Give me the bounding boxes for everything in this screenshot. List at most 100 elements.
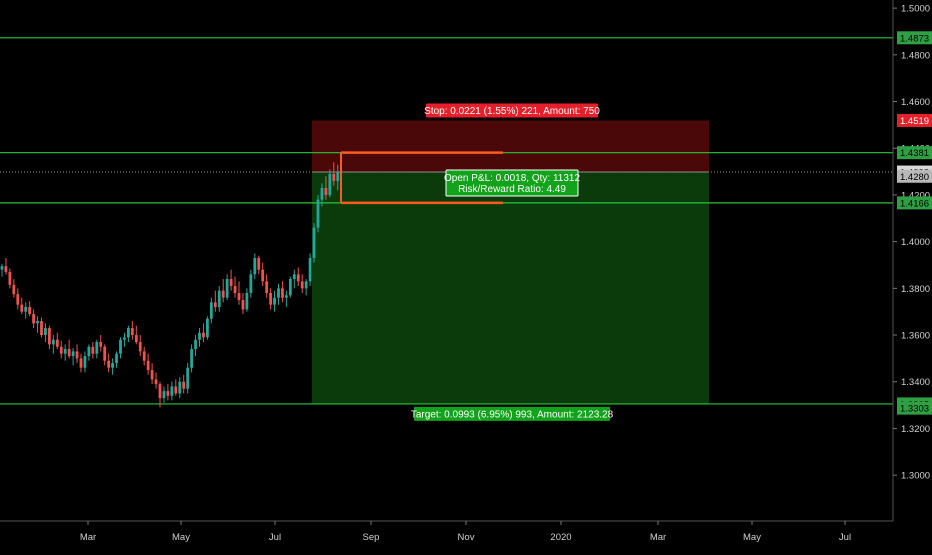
candle-body [99,342,103,347]
candle-body [24,307,28,312]
candle-body [28,307,32,315]
candle-body [336,172,340,181]
price-axis-label: 1.5000 [901,4,930,15]
candle-body [225,279,229,298]
candle-body [281,288,284,298]
target-label-text: Target: 0.0993 (6.95%) 993, Amount: 2123… [411,409,614,420]
candle-body [162,391,166,399]
price-axis-label: 1.3200 [901,424,930,435]
candle-body [257,257,261,270]
candle-body [186,367,190,389]
candle-body [119,339,122,354]
candle-body [245,293,249,310]
candle-body [111,363,114,368]
candle-body [130,328,134,336]
candle-body [249,274,253,294]
candle-body [296,274,300,282]
price-tag-label: 1.4166 [900,198,929,209]
pnl-label-text: Open P&L: 0.0018, Qty: 11312 [444,173,580,184]
candle-body [87,346,91,357]
candle-body [142,351,146,361]
price-tag [897,113,932,127]
candle-body [332,173,336,181]
candle-body [115,353,118,364]
candle-body [59,346,63,354]
candle-body [146,360,150,371]
time-axis-label: Jul [839,532,851,543]
candle-body [12,284,16,295]
price-axis-label: 1.4600 [901,97,930,108]
risk-reward-text: Risk/Reward Ratio: 4.49 [458,184,566,195]
candle-body [229,279,233,287]
candle-body [308,257,312,282]
candle-body [95,342,99,354]
candle-body [285,295,288,298]
candle-body [71,351,75,357]
candle-body [194,339,197,350]
candle-body [4,266,8,272]
candle-body [174,386,178,394]
candle-body [328,173,332,195]
price-axis-label: 1.3800 [901,284,930,295]
candle-body [40,321,43,336]
candle-body [202,332,205,338]
candle-body [55,339,59,347]
candle-body [269,293,272,305]
price-axis-label: 1.4200 [901,190,930,201]
candle-body [320,187,324,200]
candle-body [79,358,83,368]
candle-body [213,302,217,308]
candle-body [233,286,237,294]
candle-body [206,318,209,338]
time-axis-label: Nov [458,532,475,543]
candle-body [170,386,174,396]
price-tag [897,401,932,415]
price-axis-label: 1.3000 [901,471,930,482]
candle-body [178,381,182,394]
candle-body [209,302,213,319]
stop-label-text: Stop: 0.0221 (1.55%) 221, Amount: 750 [424,106,600,117]
candle-body [237,293,241,301]
pnl-label-box [445,169,579,197]
candle-body [32,314,35,324]
candle-body [51,339,55,345]
price-tag [897,196,932,210]
candle-body [123,337,126,340]
candle-body [138,342,142,352]
time-axis-label: May [172,532,190,543]
candle-body [103,346,107,361]
candle-body [44,328,47,336]
candle-body [107,360,111,368]
candle-body [83,356,87,368]
candle-body [67,349,71,357]
price-tag [897,146,932,160]
candle-body [273,297,276,305]
candle-body [241,300,245,310]
price-tag-label: 1.4381 [900,148,929,159]
candle-body [182,381,186,389]
candle-body [36,321,39,324]
stop-loss-zone[interactable] [312,120,709,173]
candle-body [134,335,138,343]
price-tag-label: 1.4873 [900,33,929,44]
price-tag [897,31,932,45]
time-axis-label: Mar [80,532,96,543]
price-axis-label: 1.4000 [901,237,930,248]
take-profit-zone[interactable] [312,172,709,404]
candle-body [288,279,292,296]
candle-body [265,281,269,294]
candle-body [190,349,193,368]
candle-body [217,290,221,308]
candle-body [312,227,316,258]
candle-body [8,271,12,285]
stop-label-box [426,103,598,118]
candle-body [300,281,304,289]
candle-body [166,391,170,396]
candle-body [0,266,4,270]
candle-body [20,304,24,312]
time-axis-label: Sep [363,532,380,543]
candle-body [48,328,51,345]
candle-body [253,257,257,275]
